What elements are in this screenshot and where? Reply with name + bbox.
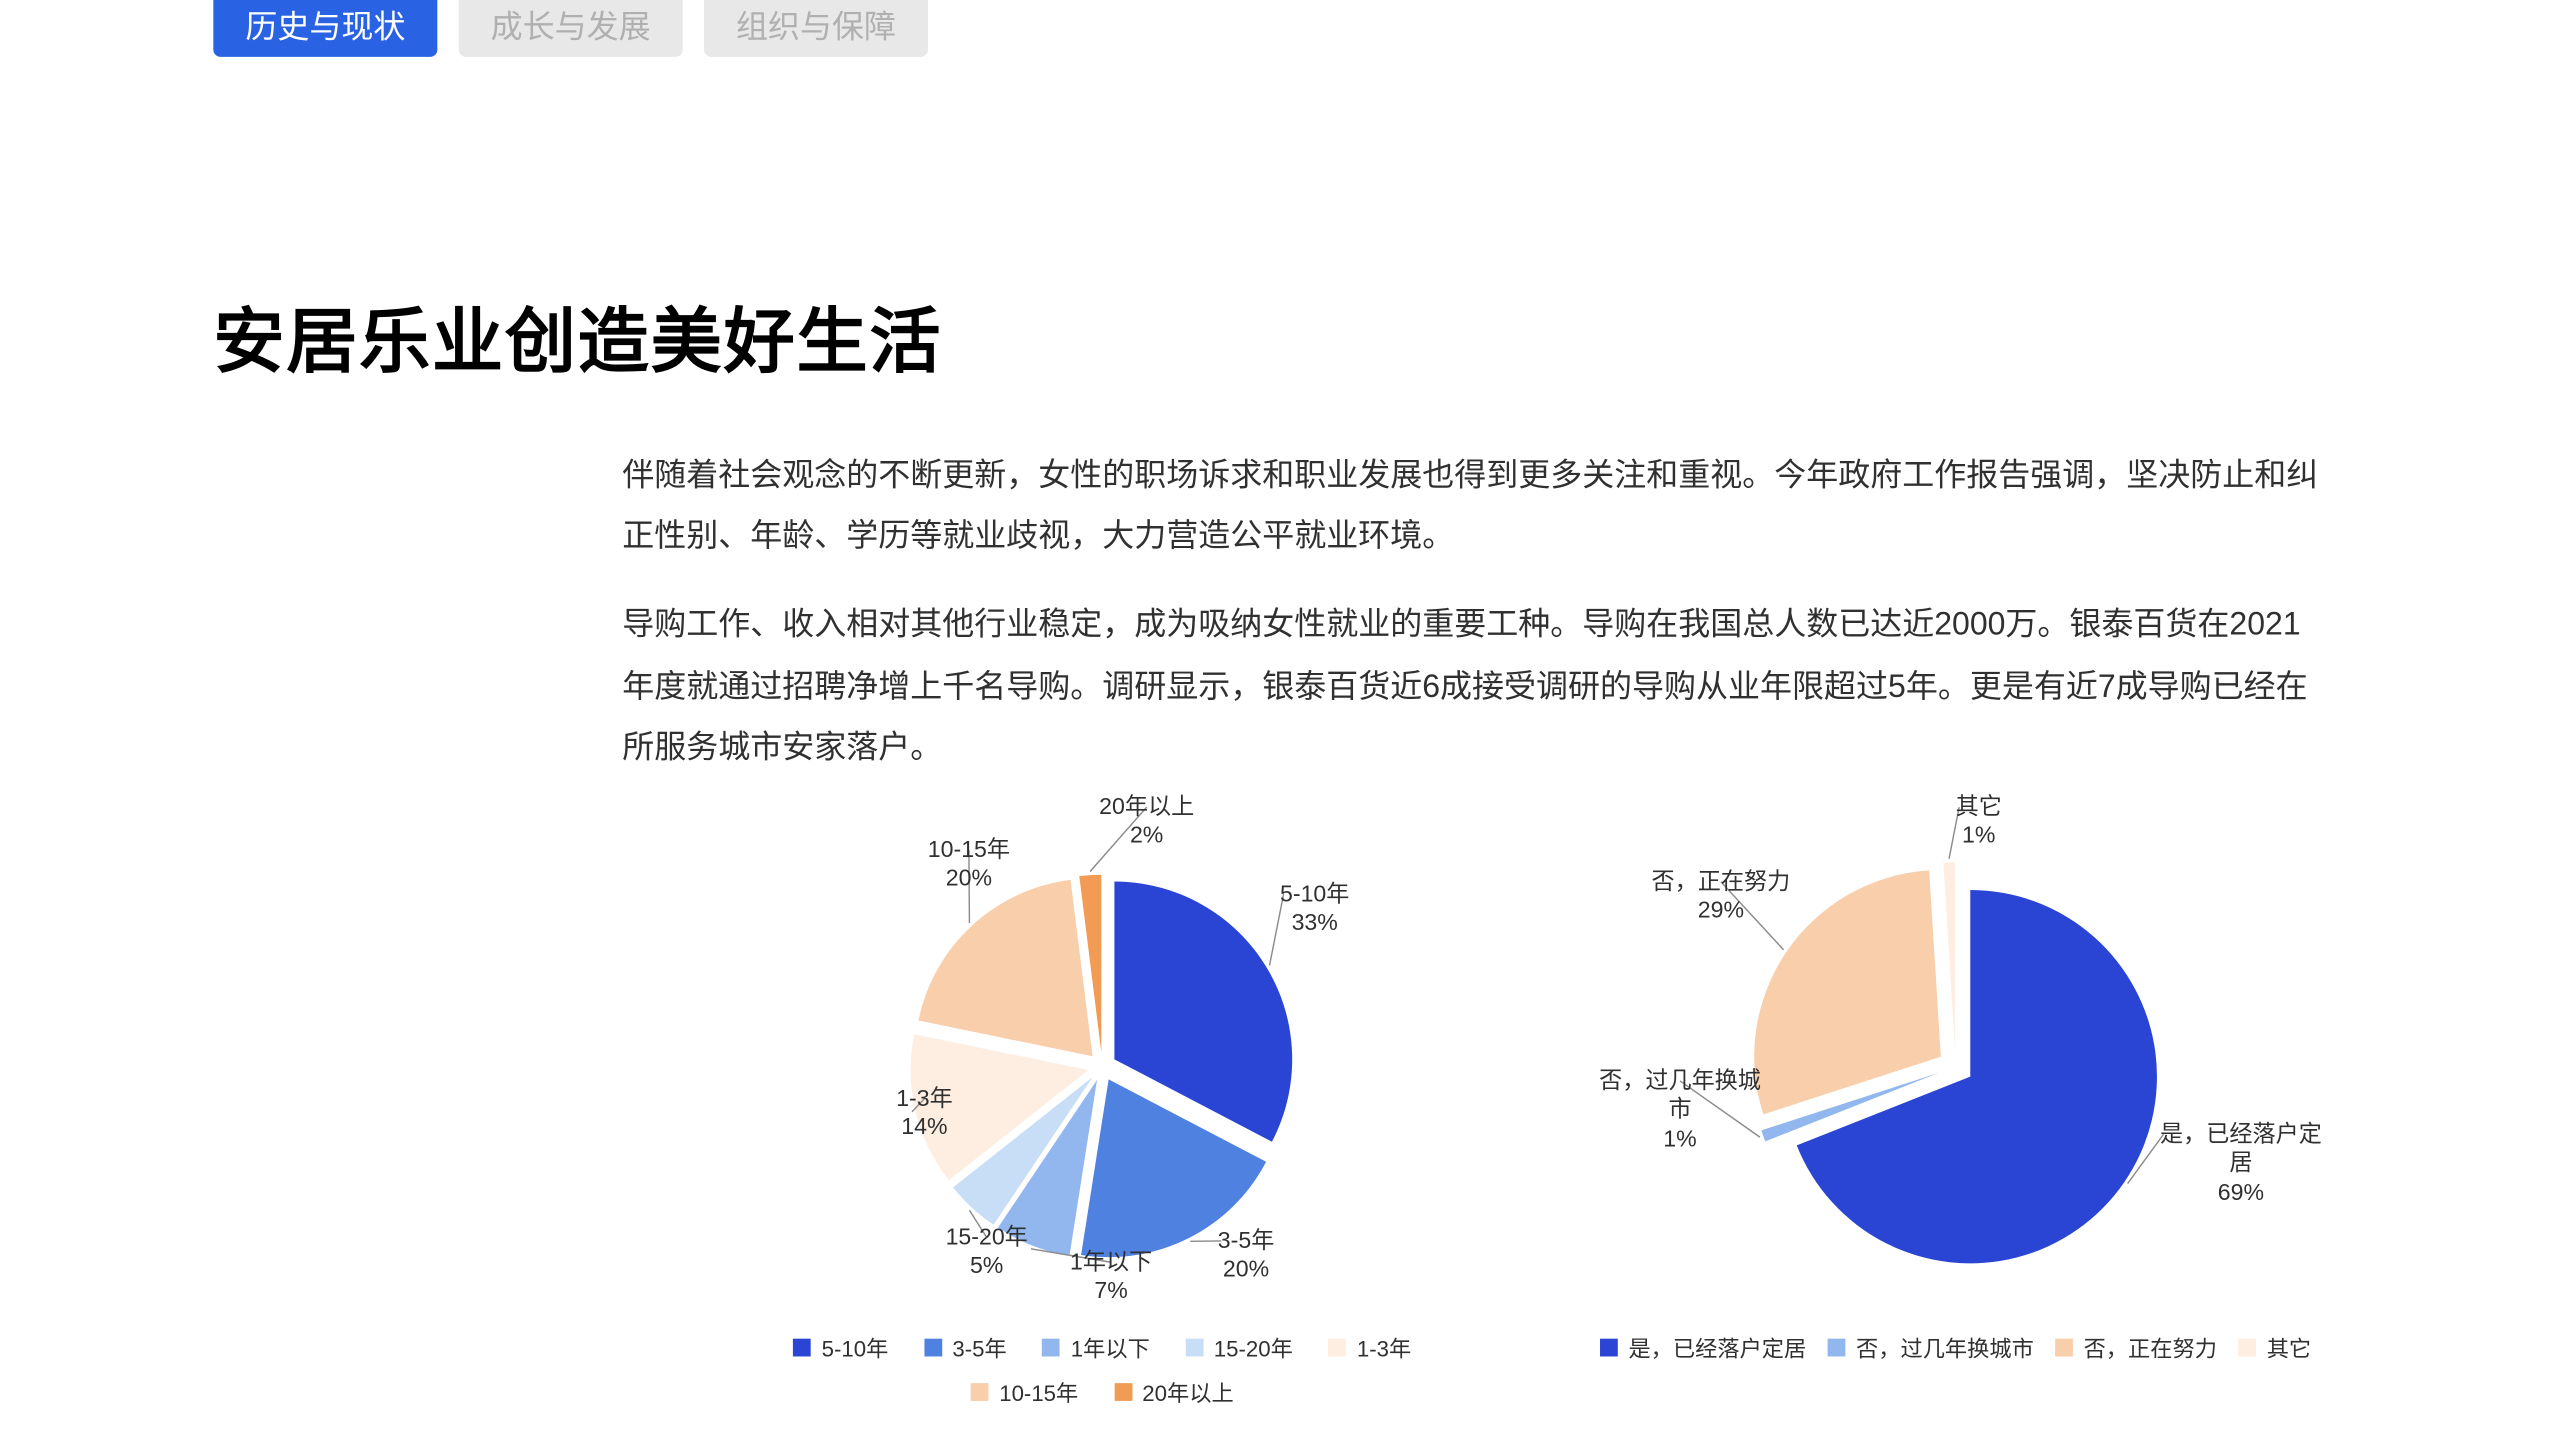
pie-chart-1: 5-10年33% 3-5年20% 1年以下7% 15-20年5% 1-3年14% 10-1… xyxy=(782,782,1422,1315)
legend-swatch xyxy=(971,1382,989,1400)
pie-slice-label: 20年以上2% xyxy=(1099,793,1194,851)
legend-label: 20年以上 xyxy=(1142,1374,1233,1408)
legend-label: 1-3年 xyxy=(1357,1330,1411,1364)
legend-item: 否，正在努力 xyxy=(2055,1330,2217,1364)
legend-swatch xyxy=(793,1338,811,1356)
legend-label: 3-5年 xyxy=(952,1330,1006,1364)
pie-slice xyxy=(1943,862,1955,1049)
legend-label: 5-10年 xyxy=(822,1330,889,1364)
legend-item: 1-3年 xyxy=(1328,1330,1411,1364)
legend-item: 其它 xyxy=(2238,1330,2311,1364)
legend-swatch xyxy=(1828,1338,1846,1356)
pie-slice-label: 1-3年14% xyxy=(896,1084,953,1142)
legend-label: 其它 xyxy=(2267,1330,2311,1364)
pie-slice xyxy=(918,880,1092,1056)
paragraph-2: 导购工作、收入相对其他行业稳定，成为吸纳女性就业的重要工种。导购在我国总人数已达… xyxy=(622,594,2329,776)
pie-slice-label: 5-10年33% xyxy=(1280,880,1349,938)
pie-slice-label: 是，已经落户定居69% xyxy=(2160,1120,2322,1207)
legend-item: 是，已经落户定居 xyxy=(1600,1330,1806,1364)
pie-slice-label: 否，过几年换城市1% xyxy=(1599,1067,1761,1154)
settlement-chart: 是，已经落户定居69% 否，过几年换城市1% 否，正在努力29% 其它1% 是，已经落… xyxy=(1564,782,2346,1408)
tenure-chart: 5-10年33% 3-5年20% 1年以下7% 15-20年5% 1-3年14% 10-1… xyxy=(711,782,1493,1408)
pie-slice-label: 10-15年20% xyxy=(928,836,1010,894)
pie-slice-label: 否，正在努力29% xyxy=(1652,868,1791,926)
tab-growth[interactable]: 成长与发展 xyxy=(459,0,683,57)
pie-slice-label: 1年以下7% xyxy=(1070,1248,1152,1306)
charts-area: 5-10年33% 3-5年20% 1年以下7% 15-20年5% 1-3年14% 10-1… xyxy=(711,782,2347,1408)
legend-swatch xyxy=(924,1338,942,1356)
tab-history[interactable]: 历史与现状 xyxy=(213,0,437,57)
legend-label: 否，过几年换城市 xyxy=(1856,1330,2034,1364)
legend-swatch xyxy=(1114,1382,1132,1400)
legend-1: 5-10年 3-5年 1年以下 15-20年 1-3年 10-15年 20年以上 xyxy=(747,1330,1458,1408)
body-text: 伴随着社会观念的不断更新，女性的职场诉求和职业发展也得到更多关注和重视。今年政府… xyxy=(622,444,2329,805)
tab-org[interactable]: 组织与保障 xyxy=(704,0,928,57)
pie-chart-2: 是，已经落户定居69%否，过几年换城市1%否，正在努力29%其它1% xyxy=(1636,782,2276,1315)
legend-swatch xyxy=(1042,1338,1060,1356)
legend-swatch xyxy=(2055,1338,2073,1356)
legend-item: 否，过几年换城市 xyxy=(1828,1330,2034,1364)
legend-swatch xyxy=(1185,1338,1203,1356)
legend-item: 20年以上 xyxy=(1114,1374,1234,1408)
legend-label: 是，已经落户定居 xyxy=(1628,1330,1806,1364)
legend-item: 1年以下 xyxy=(1042,1330,1149,1364)
legend-label: 1年以下 xyxy=(1071,1330,1150,1364)
legend-item: 15-20年 xyxy=(1185,1330,1293,1364)
paragraph-1: 伴随着社会观念的不断更新，女性的职场诉求和职业发展也得到更多关注和重视。今年政府… xyxy=(622,444,2329,566)
page-title: 安居乐业创造美好生活 xyxy=(213,284,942,387)
pie-slice-label: 其它1% xyxy=(1956,793,2002,851)
tabs-container: 历史与现状 成长与发展 组织与保障 xyxy=(213,0,928,57)
legend-label: 否，正在努力 xyxy=(2084,1330,2217,1364)
pie-slice-label: 3-5年20% xyxy=(1218,1227,1275,1285)
legend-item: 3-5年 xyxy=(924,1330,1007,1364)
pie-slice-label: 15-20年5% xyxy=(946,1223,1028,1281)
legend-item: 5-10年 xyxy=(793,1330,888,1364)
legend-2: 是，已经落户定居 否，过几年换城市 否，正在努力 其它 xyxy=(1600,1330,2311,1364)
legend-item: 10-15年 xyxy=(971,1374,1079,1408)
legend-label: 15-20年 xyxy=(1214,1330,1293,1364)
legend-label: 10-15年 xyxy=(999,1374,1078,1408)
legend-swatch xyxy=(2238,1338,2256,1356)
legend-swatch xyxy=(1600,1338,1618,1356)
legend-swatch xyxy=(1328,1338,1346,1356)
